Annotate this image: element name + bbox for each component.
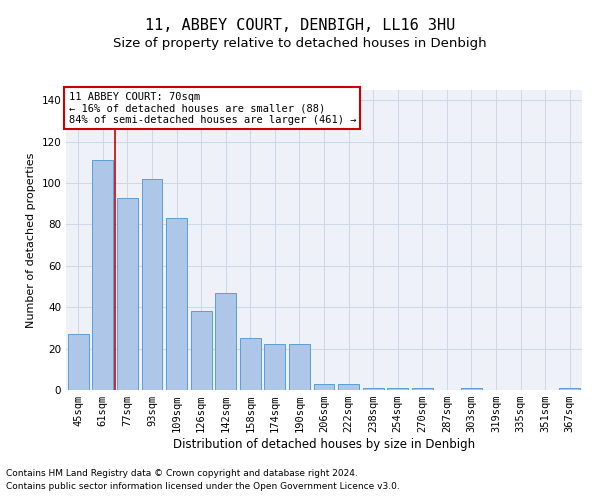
Bar — [92, 160, 113, 390]
Text: 11 ABBEY COURT: 70sqm
← 16% of detached houses are smaller (88)
84% of semi-deta: 11 ABBEY COURT: 70sqm ← 16% of detached … — [68, 92, 356, 124]
Bar — [191, 312, 212, 390]
Bar — [314, 384, 334, 390]
Bar — [461, 388, 482, 390]
Y-axis label: Number of detached properties: Number of detached properties — [26, 152, 36, 328]
Bar — [142, 179, 163, 390]
Bar — [265, 344, 286, 390]
Text: 11, ABBEY COURT, DENBIGH, LL16 3HU: 11, ABBEY COURT, DENBIGH, LL16 3HU — [145, 18, 455, 32]
Bar — [559, 388, 580, 390]
Bar — [117, 198, 138, 390]
Bar — [412, 388, 433, 390]
Bar — [338, 384, 359, 390]
Text: Contains HM Land Registry data © Crown copyright and database right 2024.: Contains HM Land Registry data © Crown c… — [6, 468, 358, 477]
Bar — [240, 338, 261, 390]
Bar — [362, 388, 383, 390]
X-axis label: Distribution of detached houses by size in Denbigh: Distribution of detached houses by size … — [173, 438, 475, 451]
Text: Contains public sector information licensed under the Open Government Licence v3: Contains public sector information licen… — [6, 482, 400, 491]
Bar — [215, 293, 236, 390]
Bar — [68, 334, 89, 390]
Text: Size of property relative to detached houses in Denbigh: Size of property relative to detached ho… — [113, 38, 487, 51]
Bar — [289, 344, 310, 390]
Bar — [166, 218, 187, 390]
Bar — [387, 388, 408, 390]
